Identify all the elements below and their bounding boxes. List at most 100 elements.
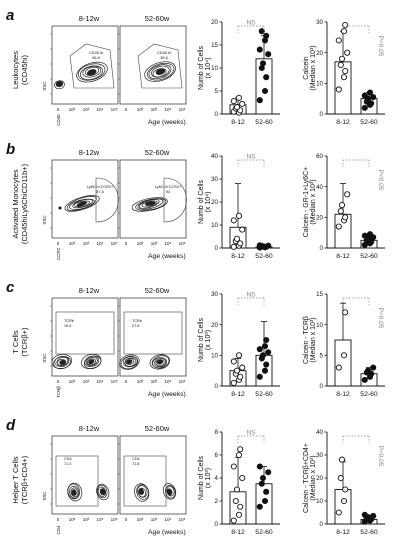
flow-header: 52-60w <box>145 424 170 433</box>
data-point <box>265 349 272 356</box>
category-label: 8-12 <box>231 119 245 126</box>
data-point <box>344 191 351 198</box>
contour <box>141 200 158 208</box>
data-point <box>342 309 349 316</box>
flow-tick-label: 10⁴ <box>97 517 104 522</box>
flow-header: 52-60w <box>145 14 170 23</box>
data-point <box>237 446 244 453</box>
bar <box>334 489 352 525</box>
y-axis-label: Calcein - GR-1+Ly6C+ <box>303 167 310 238</box>
y-tick-label: 0 <box>215 383 219 390</box>
data-point <box>261 367 269 374</box>
data-point <box>235 212 243 219</box>
data-point <box>370 364 377 371</box>
gate-percentage: 71.3 <box>64 462 71 466</box>
flow-frame <box>51 435 119 515</box>
y-axis-label: Numb of Cells <box>198 180 205 224</box>
contour <box>151 65 170 78</box>
contour <box>96 483 110 501</box>
panel-d: d Helper T Cells (TCRβ+CD4+) 8-12w 52-60w 0 10… <box>6 417 385 536</box>
gate-label: TCRb <box>132 319 142 323</box>
y-tick-label: 40 <box>316 429 323 436</box>
data-point <box>338 202 346 209</box>
contour <box>138 487 146 498</box>
y-tick-label: 30 <box>316 452 323 459</box>
gate-percentage: 71.8 <box>132 462 139 466</box>
data-point <box>335 37 342 44</box>
data-point <box>342 214 349 221</box>
flow-tick-label: 10³ <box>83 107 90 112</box>
data-point <box>263 32 270 39</box>
data-point <box>263 488 270 495</box>
y-tick-label: 0 <box>320 111 324 118</box>
y-axis-label: Calcein <box>303 56 310 79</box>
flow-tick-label: 10⁵ <box>111 241 118 246</box>
data-point <box>263 336 270 344</box>
flow-header: 8-12w <box>79 286 100 295</box>
data-point <box>335 86 342 93</box>
contour <box>69 485 80 499</box>
contour <box>89 70 95 74</box>
gate-percentage: 94 <box>166 190 170 194</box>
flow-tick-label: 10³ <box>151 517 158 522</box>
flow-tick-label: 10⁵ <box>179 107 186 112</box>
flow-tick-label: 10³ <box>83 517 90 522</box>
significance-label: NS <box>246 20 256 27</box>
contour <box>146 202 153 206</box>
data-point <box>265 242 272 249</box>
data-point <box>361 92 368 99</box>
panel-a: a Leukocytes (CD45hi) 8-12w 52-60w 0 10² 10³ 10⁴… <box>6 7 385 126</box>
contour <box>127 360 132 363</box>
contour <box>149 354 171 370</box>
data-point <box>259 474 267 482</box>
gate-percentage: 87.6 <box>96 190 103 194</box>
side-label: T Cells <box>11 330 20 353</box>
y-tick-label: 10 <box>211 222 218 229</box>
flow-x-axis-label: CD4 <box>56 525 61 534</box>
data-point <box>259 60 267 67</box>
y-tick-label: 10 <box>211 353 218 360</box>
gate-rect <box>123 455 167 507</box>
contour <box>148 64 172 80</box>
y-axis-label: Numb of Cells <box>198 456 205 500</box>
flow-y-axis-label: SSC <box>42 491 47 501</box>
panel-letter: d <box>6 417 16 434</box>
data-point <box>256 463 263 470</box>
flow-y-axis-label: SSC <box>42 81 47 91</box>
y-tick-label: 2 <box>215 498 219 505</box>
y-tick-label: 20 <box>316 475 323 482</box>
bar-chart: 0 10 20 30 Numb of Cells (x 10³) 8-12 52-60 NS <box>198 291 280 398</box>
contour <box>54 80 65 90</box>
contour <box>167 490 172 495</box>
category-label: 8-12 <box>336 119 350 126</box>
data-point <box>230 463 237 470</box>
flow-tick-label: 10² <box>69 379 76 384</box>
flow-tick-label: 10² <box>137 241 144 246</box>
data-point <box>361 104 368 111</box>
flow-y-axis-label: SSC <box>42 215 47 225</box>
contour <box>137 198 164 210</box>
data-point <box>258 28 265 35</box>
gate-label: CD4 <box>132 457 140 461</box>
contour <box>85 66 100 76</box>
y-tick-label: 10 <box>316 498 323 505</box>
flow-tick-label: 0 <box>57 107 60 112</box>
category-label: 52-60 <box>255 119 273 126</box>
y-axis-label: (x 10³) <box>205 468 212 488</box>
data-point <box>337 474 344 482</box>
flow-tick-label: 0 <box>57 241 60 246</box>
bar-chart: 0 2 4 6 8 Numb of Cells (x 10³) 8-12 52-60 NS <box>198 429 280 536</box>
category-label: 52-60 <box>255 529 273 536</box>
gate-label: TCRb <box>64 319 74 323</box>
contour <box>67 482 83 502</box>
data-point <box>366 231 374 238</box>
data-point <box>256 373 263 380</box>
side-label: Helper T Cells <box>11 456 20 503</box>
data-point <box>235 352 243 359</box>
flow-tick-label: 10² <box>137 517 144 522</box>
flow-header: 52-60w <box>145 286 170 295</box>
contour <box>157 70 163 74</box>
flow-tick-label: 10³ <box>83 379 90 384</box>
